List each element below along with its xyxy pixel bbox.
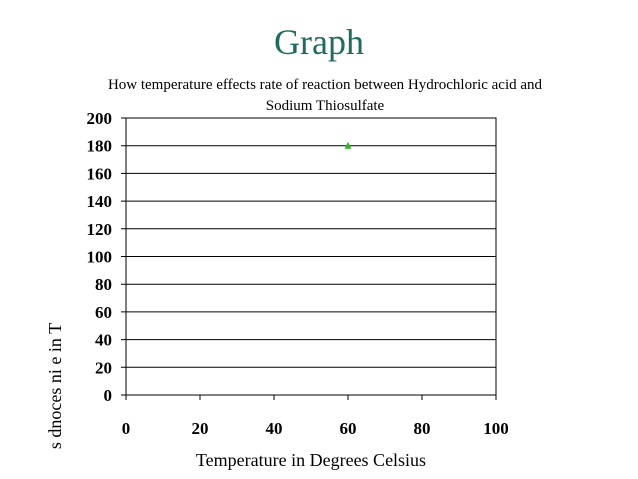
slide-title: Graph: [274, 22, 364, 62]
y-tick-label-160: 160: [87, 164, 113, 183]
y-tick-label-20: 20: [95, 358, 112, 377]
x-tick-label-80: 80: [414, 419, 431, 438]
x-tick-label-100: 100: [483, 419, 509, 438]
x-axis-tick-labels: 0 20 40 60 80 100: [122, 419, 509, 438]
data-points: [344, 141, 352, 149]
x-axis-tick-marks: [125, 395, 497, 400]
plot-area: [125, 117, 497, 396]
x-axis-label: Temperature in Degrees Celsius: [196, 450, 426, 470]
y-tick-label-80: 80: [95, 275, 112, 294]
y-axis-label: s dnoces ni e in T: [45, 323, 65, 449]
y-tick-label-200: 200: [87, 109, 113, 128]
x-tick-label-60: 60: [340, 419, 357, 438]
x-tick-label-40: 40: [266, 419, 283, 438]
data-point-0-0: [344, 141, 352, 149]
y-tick-label-40: 40: [95, 331, 112, 350]
gridlines: [121, 117, 496, 396]
y-axis-tick-labels: 0 20 40 60 80 100 120 140 160 180 200: [87, 109, 113, 405]
y-tick-label-120: 120: [87, 220, 113, 239]
y-tick-label-0: 0: [104, 386, 113, 405]
y-tick-label-180: 180: [87, 137, 113, 156]
y-tick-label-140: 140: [87, 192, 113, 211]
x-tick-label-0: 0: [122, 419, 131, 438]
chart-title: How temperature effects rate of reaction…: [107, 77, 543, 114]
y-tick-label-60: 60: [95, 303, 112, 322]
x-tick-label-20: 20: [192, 419, 209, 438]
y-tick-label-100: 100: [87, 248, 113, 267]
